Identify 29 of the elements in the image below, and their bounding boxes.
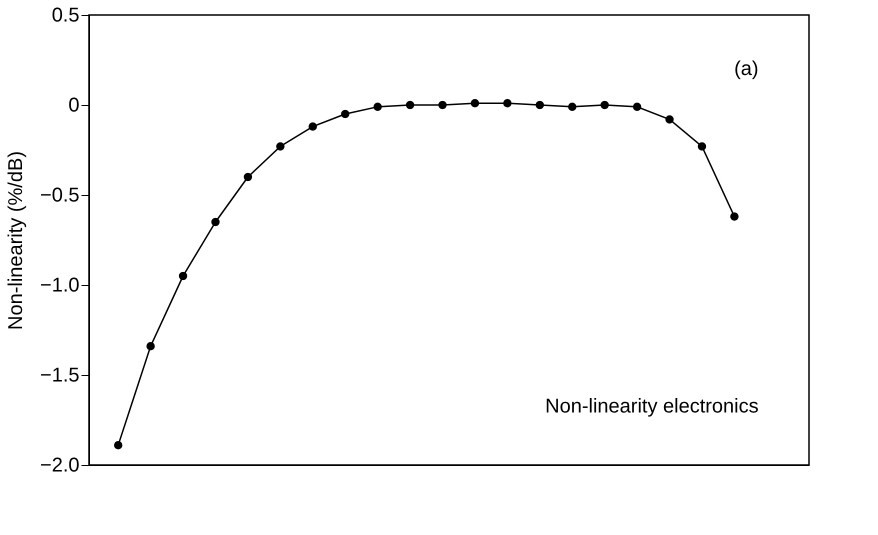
point (178, 272, 188, 280)
point (211, 218, 220, 226)
point (406, 100, 414, 110)
y-tick-label: −1.0 (40, 274, 80, 296)
point (568, 102, 576, 111)
annotation: (a) (734, 58, 759, 80)
y-tick-label: −1.5 (40, 364, 80, 386)
point (600, 100, 609, 110)
y-tick-label: −0.5 (40, 184, 80, 206)
point (114, 441, 122, 450)
point (341, 110, 350, 118)
point (438, 100, 447, 110)
point (503, 99, 512, 108)
point (665, 115, 674, 124)
point (308, 122, 317, 131)
point (146, 342, 155, 350)
point (470, 99, 480, 108)
y-tick-label: 0 (68, 94, 80, 116)
y-axis-title: Non-linearity (%/dB) (5, 151, 28, 330)
point (373, 102, 382, 111)
point (536, 100, 544, 110)
point (276, 142, 285, 151)
point (730, 212, 739, 221)
y-tick-label: −2.0 (40, 454, 80, 476)
y-tick-label: 0.5 (52, 4, 80, 26)
point (632, 102, 642, 111)
point (244, 172, 252, 182)
point (698, 142, 706, 151)
annotation: Non-linearity electronics (545, 396, 759, 418)
